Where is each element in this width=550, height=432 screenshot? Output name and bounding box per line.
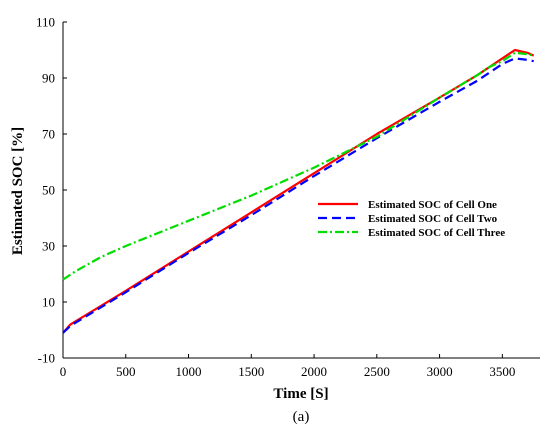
series-line-3 — [62, 51, 534, 281]
legend-label-1: Estimated SOC of Cell One — [368, 199, 497, 211]
x-tick-label: 0 — [60, 364, 67, 379]
series-line-1 — [62, 48, 535, 334]
y-tick-label: 90 — [42, 71, 55, 86]
plot-frame — [62, 22, 540, 359]
y-axis-ticks: -10 10 30 50 70 90 110 — [36, 15, 67, 366]
y-tick-label: 10 — [42, 295, 55, 310]
x-axis-title: Time [S] — [273, 386, 328, 402]
y-tick-label: 70 — [42, 127, 55, 142]
y-tick-label: -10 — [38, 351, 55, 366]
x-tick-label: 500 — [116, 364, 136, 379]
x-tick-label: 2500 — [364, 364, 390, 379]
x-tick-label: 2000 — [301, 364, 327, 379]
legend-label-2: Estimated SOC of Cell Two — [368, 213, 498, 225]
x-tick-label: 1500 — [238, 364, 264, 379]
y-tick-label: 30 — [42, 239, 55, 254]
x-axis-ticks: 0 500 1000 1500 2000 2500 3000 3500 — [60, 354, 515, 379]
x-tick-label: 3500 — [489, 364, 515, 379]
legend-label-3: Estimated SOC of Cell Three — [368, 227, 505, 239]
y-axis-title: Estimated SOC [%] — [10, 127, 26, 255]
series-layer — [62, 48, 535, 334]
y-tick-label: 110 — [36, 15, 55, 30]
figure-caption: (a) — [293, 409, 310, 425]
x-tick-label: 3000 — [427, 364, 453, 379]
legend: Estimated SOC of Cell One Estimated SOC o… — [318, 199, 505, 239]
x-tick-label: 1000 — [176, 364, 202, 379]
series-line-2 — [62, 57, 534, 334]
y-tick-label: 50 — [42, 183, 55, 198]
